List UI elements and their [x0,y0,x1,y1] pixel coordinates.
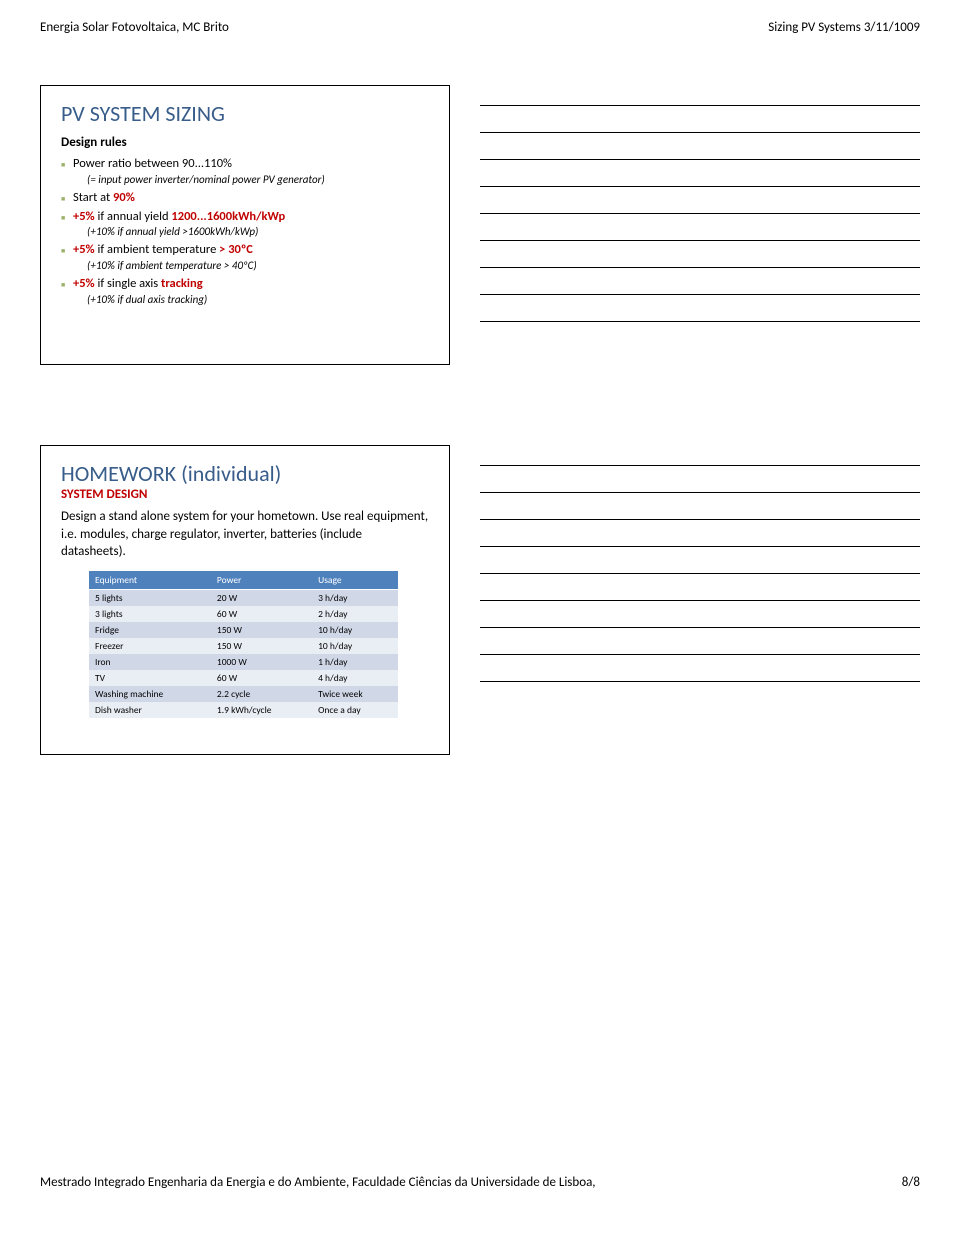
bullet-3-sub: (+10% if annual yield >1600kWh/kWp) [73,225,429,240]
slide-1: PV SYSTEM SIZING Design rules Power rati… [40,85,450,365]
cell: 1.9 kWh/cycle [211,702,312,718]
th-usage: Usage [312,571,398,590]
slide-2: HOMEWORK (individual) SYSTEM DESIGN Desi… [40,445,450,755]
notes-1 [480,85,920,365]
cell: 2.2 cycle [211,686,312,702]
note-line [480,627,920,628]
cell: 20 W [211,589,312,606]
note-line [480,321,920,322]
bullet-5a: +5% [73,276,95,291]
cell: 10 h/day [312,638,398,654]
note-line [480,267,920,268]
bullet-4c: > 30ºC [219,242,253,257]
note-line [480,600,920,601]
bullet-4a: +5% [73,242,95,257]
note-line [480,105,920,106]
cell: 3 h/day [312,589,398,606]
bullet-1-sub: (= input power inverter/nominal power PV… [73,173,429,188]
note-line [480,546,920,547]
bullet-3c: 1200...1600kWh/kWp [171,209,285,224]
cell: 4 h/day [312,670,398,686]
equipment-table: Equipment Power Usage 5 lights20 W3 h/da… [89,571,398,718]
row-1: PV SYSTEM SIZING Design rules Power rati… [40,85,920,365]
cell: 10 h/day [312,622,398,638]
cell: Once a day [312,702,398,718]
note-line [480,186,920,187]
cell: 1 h/day [312,654,398,670]
cell: 3 lights [89,606,211,622]
bullet-3a: +5% [73,209,95,224]
bullet-4b: if ambient temperature [95,242,219,257]
cell: 5 lights [89,589,211,606]
note-line [480,681,920,682]
bullet-2a: Start at [73,190,113,205]
cell: 1000 W [211,654,312,670]
table-row: 5 lights20 W3 h/day [89,589,398,606]
note-line [480,240,920,241]
header-left: Energia Solar Fotovoltaica, MC Brito [40,20,229,35]
cell: TV [89,670,211,686]
bullet-2b: 90% [113,190,135,205]
bullet-5c: tracking [161,276,203,291]
bullet-3: +5% if annual yield 1200...1600kWh/kWp (… [61,209,429,241]
cell: Twice week [312,686,398,702]
table-row: 3 lights60 W2 h/day [89,606,398,622]
cell: 2 h/day [312,606,398,622]
footer-right: 8/8 [902,1175,920,1190]
note-line [480,492,920,493]
slide-2-title: HOMEWORK (individual) [61,460,429,487]
row-2: HOMEWORK (individual) SYSTEM DESIGN Desi… [40,445,920,755]
table-row: Washing machine2.2 cycleTwice week [89,686,398,702]
table-row: TV60 W4 h/day [89,670,398,686]
bullet-5: +5% if single axis tracking (+10% if dua… [61,276,429,308]
notes-2 [480,445,920,755]
note-line [480,159,920,160]
bullet-5-sub: (+10% if dual axis tracking) [73,293,429,308]
cell: Freezer [89,638,211,654]
cell: Washing machine [89,686,211,702]
page: Energia Solar Fotovoltaica, MC Brito Siz… [0,0,960,1250]
table-header-row: Equipment Power Usage [89,571,398,590]
bullet-1: Power ratio between 90...110% (= input p… [61,156,429,188]
table-row: Iron1000 W1 h/day [89,654,398,670]
th-power: Power [211,571,312,590]
slide-2-subtitle: SYSTEM DESIGN [61,487,429,502]
header-right: Sizing PV Systems 3/11/1009 [768,20,920,35]
slide-1-title: PV SYSTEM SIZING [61,100,429,127]
cell: Iron [89,654,211,670]
note-line [480,294,920,295]
cell: Dish washer [89,702,211,718]
slide-2-body: Design a stand alone system for your hom… [61,508,429,561]
table-row: Fridge150 W10 h/day [89,622,398,638]
note-line [480,213,920,214]
cell: 60 W [211,670,312,686]
cell: Fridge [89,622,211,638]
note-line [480,132,920,133]
table-body: 5 lights20 W3 h/day 3 lights60 W2 h/day … [89,589,398,718]
th-equipment: Equipment [89,571,211,590]
cell: 150 W [211,638,312,654]
note-line [480,654,920,655]
cell: 60 W [211,606,312,622]
footer-left: Mestrado Integrado Engenharia da Energia… [40,1175,596,1190]
bullet-3b: if annual yield [95,209,172,224]
bullet-1-text: Power ratio between 90...110% [73,156,232,171]
bullet-2: Start at 90% [61,190,429,207]
table-row: Dish washer1.9 kWh/cycleOnce a day [89,702,398,718]
table-row: Freezer150 W10 h/day [89,638,398,654]
slide-1-subtitle: Design rules [61,135,429,150]
page-footer: Mestrado Integrado Engenharia da Energia… [40,1175,920,1210]
note-line [480,519,920,520]
cell: 150 W [211,622,312,638]
bullet-4-sub: (+10% if ambient temperature > 40ºC) [73,259,429,274]
page-header: Energia Solar Fotovoltaica, MC Brito Siz… [40,20,920,35]
note-line [480,465,920,466]
bullet-5b: if single axis [95,276,161,291]
note-line [480,573,920,574]
slide-1-bullets: Power ratio between 90...110% (= input p… [61,156,429,308]
bullet-4: +5% if ambient temperature > 30ºC (+10% … [61,242,429,274]
